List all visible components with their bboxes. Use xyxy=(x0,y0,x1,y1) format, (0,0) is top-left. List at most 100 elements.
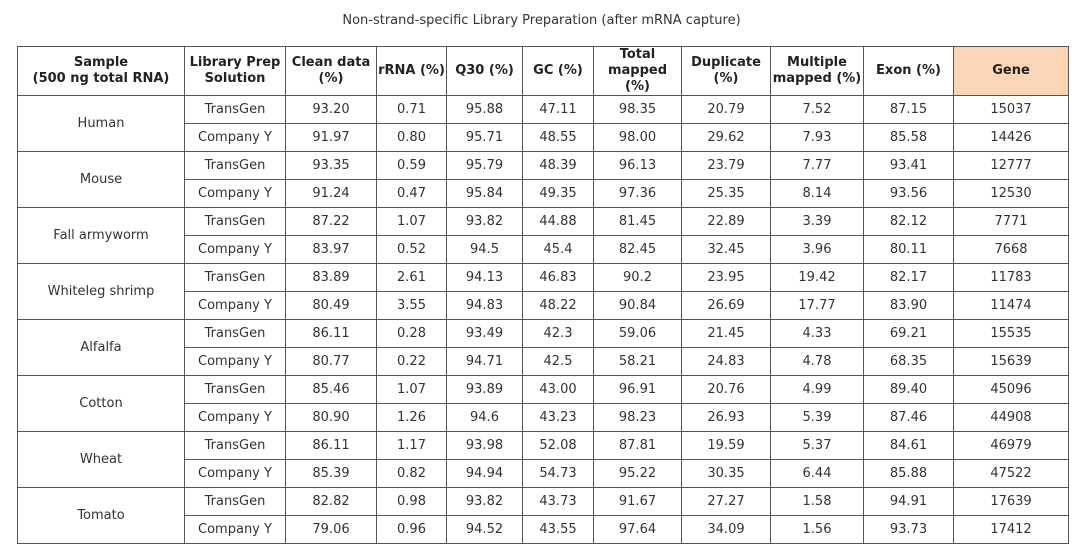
cell-sample-name: Alfalfa xyxy=(17,319,185,376)
cell-sample-name: Fall armyworm xyxy=(17,207,185,264)
cell-duplicate: 21.45 xyxy=(681,319,771,348)
cell-duplicate: 20.79 xyxy=(681,95,771,124)
cell-exon: 68.35 xyxy=(863,347,954,376)
cell-gc: 48.55 xyxy=(522,123,594,152)
header-exon: Exon (%) xyxy=(863,46,954,96)
cell-q30: 93.49 xyxy=(446,319,523,348)
header-multiple-mapped: Multiple mapped (%) xyxy=(770,46,864,96)
table-row: Company Y 91.24 0.47 95.84 49.35 97.36 25.35 8.… xyxy=(18,179,1069,208)
cell-rrna: 1.26 xyxy=(376,403,447,432)
cell-gc: 52.08 xyxy=(522,431,594,460)
cell-multiple-mapped: 4.78 xyxy=(770,347,864,376)
cell-gene: 7668 xyxy=(953,235,1069,264)
cell-library-solution: Company Y xyxy=(184,459,286,488)
header-rrna: rRNA (%) xyxy=(376,46,447,96)
cell-clean-data: 93.35 xyxy=(285,151,377,180)
cell-q30: 93.98 xyxy=(446,431,523,460)
cell-q30: 93.82 xyxy=(446,207,523,236)
cell-exon: 87.46 xyxy=(863,403,954,432)
cell-clean-data: 86.11 xyxy=(285,319,377,348)
cell-multiple-mapped: 4.33 xyxy=(770,319,864,348)
cell-multiple-mapped: 5.39 xyxy=(770,403,864,432)
cell-gene: 45096 xyxy=(953,375,1069,404)
table-row: Alfalfa TransGen 86.11 0.28 93.49 42.3 59.06 21… xyxy=(17,319,1069,376)
cell-gene: 44908 xyxy=(953,403,1069,432)
cell-gene: 15037 xyxy=(953,95,1069,124)
cell-exon: 80.11 xyxy=(863,235,954,264)
cell-clean-data: 85.39 xyxy=(285,459,377,488)
cell-exon: 82.12 xyxy=(863,207,954,236)
cell-duplicate: 22.89 xyxy=(681,207,771,236)
cell-exon: 93.73 xyxy=(863,515,954,544)
cell-exon: 89.40 xyxy=(863,375,954,404)
cell-total-mapped: 96.91 xyxy=(593,375,682,404)
cell-multiple-mapped: 7.77 xyxy=(770,151,864,180)
cell-library-solution: Company Y xyxy=(184,235,286,264)
cell-q30: 94.52 xyxy=(446,515,523,544)
table-row: Wheat TransGen 86.11 1.17 93.98 52.08 87.81 19.… xyxy=(17,431,1069,488)
cell-multiple-mapped: 1.58 xyxy=(770,487,864,516)
cell-gene: 12530 xyxy=(953,179,1069,208)
cell-q30: 94.83 xyxy=(446,291,523,320)
cell-q30: 93.89 xyxy=(446,375,523,404)
cell-multiple-mapped: 8.14 xyxy=(770,179,864,208)
cell-clean-data: 93.20 xyxy=(285,95,377,124)
cell-duplicate: 24.83 xyxy=(681,347,771,376)
cell-multiple-mapped: 7.52 xyxy=(770,95,864,124)
cell-multiple-mapped: 4.99 xyxy=(770,375,864,404)
cell-gc: 42.5 xyxy=(522,347,594,376)
cell-exon: 93.56 xyxy=(863,179,954,208)
cell-exon: 82.17 xyxy=(863,263,954,292)
header-clean-data: Clean data (%) xyxy=(285,46,377,96)
cell-duplicate: 27.27 xyxy=(681,487,771,516)
cell-gene: 17639 xyxy=(953,487,1069,516)
cell-library-solution: TransGen xyxy=(184,263,286,292)
cell-rrna: 0.47 xyxy=(376,179,447,208)
cell-total-mapped: 96.13 xyxy=(593,151,682,180)
cell-duplicate: 20.76 xyxy=(681,375,771,404)
cell-gene: 17412 xyxy=(953,515,1069,544)
cell-q30: 95.88 xyxy=(446,95,523,124)
cell-duplicate: 34.09 xyxy=(681,515,771,544)
cell-gene: 12777 xyxy=(953,151,1069,180)
cell-gene: 11474 xyxy=(953,291,1069,320)
cell-total-mapped: 87.81 xyxy=(593,431,682,460)
cell-duplicate: 23.95 xyxy=(681,263,771,292)
header-gc: GC (%) xyxy=(522,46,594,96)
cell-clean-data: 91.24 xyxy=(285,179,377,208)
cell-library-solution: Company Y xyxy=(184,291,286,320)
table-row: Company Y 85.39 0.82 94.94 54.73 95.22 30.35 6.… xyxy=(18,459,1069,488)
cell-total-mapped: 58.21 xyxy=(593,347,682,376)
cell-rrna: 0.82 xyxy=(376,459,447,488)
cell-total-mapped: 97.64 xyxy=(593,515,682,544)
cell-clean-data: 80.49 xyxy=(285,291,377,320)
cell-duplicate: 30.35 xyxy=(681,459,771,488)
cell-clean-data: 80.77 xyxy=(285,347,377,376)
header-row: Sample (500 ng total RNA) Library Prep Sol… xyxy=(17,46,1069,96)
cell-duplicate: 19.59 xyxy=(681,431,771,460)
cell-library-solution: Company Y xyxy=(184,347,286,376)
cell-total-mapped: 97.36 xyxy=(593,179,682,208)
table-row: Company Y 83.97 0.52 94.5 45.4 82.45 32.45 3.96… xyxy=(18,235,1069,264)
cell-multiple-mapped: 5.37 xyxy=(770,431,864,460)
table-row: Company Y 79.06 0.96 94.52 43.55 97.64 34.09 1.… xyxy=(18,515,1069,544)
cell-multiple-mapped: 3.39 xyxy=(770,207,864,236)
cell-exon: 69.21 xyxy=(863,319,954,348)
table-row: Whiteleg shrimp TransGen 83.89 2.61 94.13 46.… xyxy=(17,263,1069,320)
cell-gc: 54.73 xyxy=(522,459,594,488)
cell-q30: 93.82 xyxy=(446,487,523,516)
cell-clean-data: 79.06 xyxy=(285,515,377,544)
cell-rrna: 1.07 xyxy=(376,207,447,236)
cell-total-mapped: 98.23 xyxy=(593,403,682,432)
cell-total-mapped: 90.84 xyxy=(593,291,682,320)
cell-gene: 14426 xyxy=(953,123,1069,152)
cell-total-mapped: 82.45 xyxy=(593,235,682,264)
cell-sample-name: Tomato xyxy=(17,487,185,544)
cell-total-mapped: 59.06 xyxy=(593,319,682,348)
table-title: Non-strand-specific Library Preparation … xyxy=(342,13,741,28)
cell-gc: 45.4 xyxy=(522,235,594,264)
cell-clean-data: 82.82 xyxy=(285,487,377,516)
cell-sample-name: Mouse xyxy=(17,151,185,208)
cell-total-mapped: 98.00 xyxy=(593,123,682,152)
cell-clean-data: 86.11 xyxy=(285,431,377,460)
